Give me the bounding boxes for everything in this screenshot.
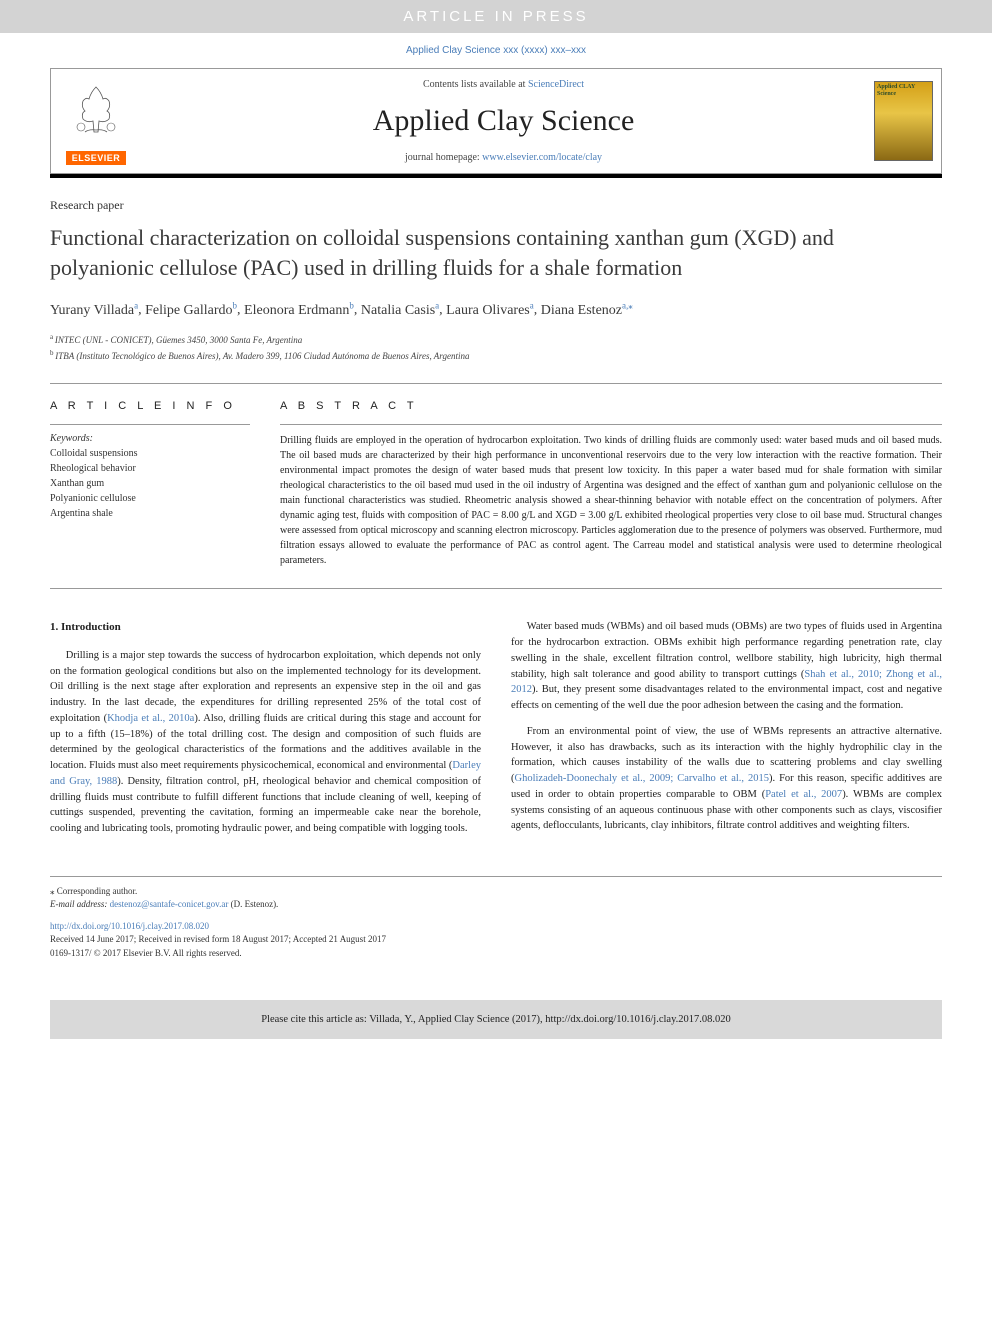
introduction-section: 1. Introduction Drilling is a major step…: [50, 619, 942, 845]
info-divider: [50, 424, 250, 425]
p2b: ). But, they present some disadvantages …: [511, 684, 942, 711]
cover-title: Applied CLAY Science: [877, 84, 930, 97]
author-affiliation-marker: b: [233, 300, 238, 310]
journal-cover[interactable]: Applied CLAY Science: [866, 69, 941, 173]
intro-p3: From an environmental point of view, the…: [511, 724, 942, 834]
article-info-col: A R T I C L E I N F O Keywords: Colloida…: [50, 400, 250, 568]
homepage-link[interactable]: www.elsevier.com/locate/clay: [482, 152, 602, 163]
homepage-line: journal homepage: www.elsevier.com/locat…: [161, 152, 846, 163]
affiliations: a INTEC (UNL - CONICET), Güemes 3450, 30…: [50, 332, 942, 363]
cite-gholizadeh[interactable]: Gholizadeh-Doonechaly et al., 2009; Carv…: [515, 773, 770, 784]
divider-top: [50, 383, 942, 384]
author-affiliation-marker: a: [530, 300, 534, 310]
received-line: Received 14 June 2017; Received in revis…: [50, 933, 942, 947]
affiliation-key: b: [50, 349, 55, 357]
sciencedirect-link[interactable]: ScienceDirect: [528, 79, 584, 90]
intro-heading: 1. Introduction: [50, 619, 481, 636]
intro-p2: Water based muds (WBMs) and oil based mu…: [511, 619, 942, 714]
cite-box: Please cite this article as: Villada, Y.…: [50, 1000, 942, 1039]
affiliation-line: a INTEC (UNL - CONICET), Güemes 3450, 30…: [50, 332, 942, 348]
author: Laura Olivaresa: [446, 303, 534, 318]
abstract-text: Drilling fluids are employed in the oper…: [280, 433, 942, 568]
main-content: Research paper Functional characterizati…: [0, 178, 992, 980]
email-link[interactable]: destenoz@santafe-conicet.gov.ar: [110, 899, 229, 909]
affiliation-line: b ITBA (Instituto Tecnológico de Buenos …: [50, 348, 942, 364]
paper-type: Research paper: [50, 198, 942, 213]
author-affiliation-marker: b: [349, 300, 354, 310]
contents-line: Contents lists available at ScienceDirec…: [161, 79, 846, 90]
author: Diana Estenoza,⁎: [541, 303, 633, 318]
abstract-col: A B S T R A C T Drilling fluids are empl…: [280, 400, 942, 568]
cite-khodja[interactable]: Khodja et al., 2010a: [107, 713, 194, 724]
top-citation: Applied Clay Science xxx (xxxx) xxx–xxx: [0, 33, 992, 68]
abstract-divider: [280, 424, 942, 425]
issn-line: 0169-1317/ © 2017 Elsevier B.V. All righ…: [50, 947, 942, 961]
keyword: Colloidal suspensions: [50, 446, 250, 461]
contents-prefix: Contents lists available at: [423, 79, 528, 90]
affiliation-key: a: [50, 333, 55, 341]
footer-block: ⁎ ⁎ Corresponding author.Corresponding a…: [50, 876, 942, 961]
email-line: E-mail address: destenoz@santafe-conicet…: [50, 898, 942, 912]
keywords-list: Colloidal suspensionsRheological behavio…: [50, 446, 250, 521]
keywords-label: Keywords:: [50, 433, 250, 444]
divider-bottom: [50, 588, 942, 589]
doi-link[interactable]: http://dx.doi.org/10.1016/j.clay.2017.08…: [50, 920, 942, 934]
journal-header: ELSEVIER Contents lists available at Sci…: [50, 68, 942, 174]
elsevier-tree-icon: [61, 77, 131, 147]
body-columns: 1. Introduction Drilling is a major step…: [50, 619, 942, 845]
header-center: Contents lists available at ScienceDirec…: [141, 69, 866, 173]
keyword: Polyanionic cellulose: [50, 491, 250, 506]
author: Natalia Casisa: [361, 303, 439, 318]
corresponding-author: ⁎ ⁎ Corresponding author.Corresponding a…: [50, 885, 942, 899]
elsevier-label: ELSEVIER: [66, 151, 127, 165]
author-affiliation-marker: a: [435, 300, 439, 310]
article-info-heading: A R T I C L E I N F O: [50, 400, 250, 412]
cover-thumbnail: Applied CLAY Science: [874, 81, 933, 161]
author: Felipe Gallardob: [145, 303, 237, 318]
info-abstract-row: A R T I C L E I N F O Keywords: Colloida…: [50, 400, 942, 568]
keyword: Xanthan gum: [50, 476, 250, 491]
elsevier-logo[interactable]: ELSEVIER: [51, 69, 141, 173]
author: Yurany Villadaa: [50, 303, 138, 318]
authors-line: Yurany Villadaa, Felipe Gallardob, Eleon…: [50, 298, 942, 322]
journal-name: Applied Clay Science: [161, 104, 846, 138]
keyword: Argentina shale: [50, 506, 250, 521]
email-suffix: (D. Estenoz).: [228, 899, 278, 909]
author-affiliation-marker: a: [134, 300, 138, 310]
cite-patel[interactable]: Patel et al., 2007: [765, 789, 842, 800]
corresponding-star-icon: ⁎: [628, 300, 633, 310]
article-in-press-banner: ARTICLE IN PRESS: [0, 0, 992, 33]
author: Eleonora Erdmannb: [244, 303, 354, 318]
intro-p1: Drilling is a major step towards the suc…: [50, 648, 481, 837]
email-label: E-mail address:: [50, 899, 110, 909]
paper-title: Functional characterization on colloidal…: [50, 223, 942, 282]
abstract-heading: A B S T R A C T: [280, 400, 942, 412]
keyword: Rheological behavior: [50, 461, 250, 476]
homepage-prefix: journal homepage:: [405, 152, 482, 163]
